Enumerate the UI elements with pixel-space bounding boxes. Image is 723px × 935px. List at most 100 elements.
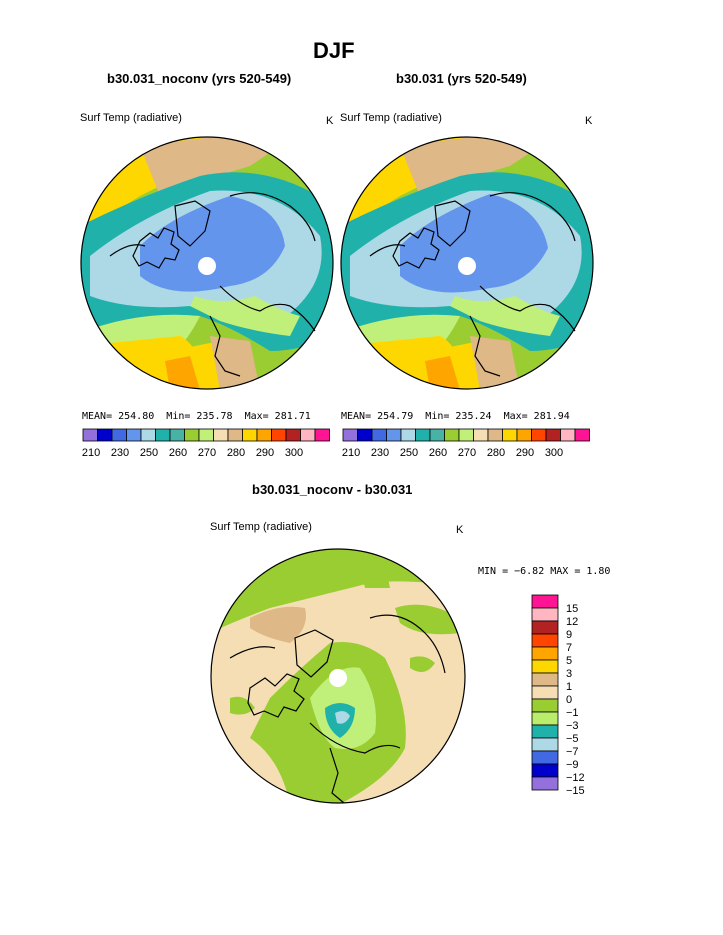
map-panel-1 (80, 136, 334, 390)
colorbar-swatch (242, 428, 258, 442)
legend-label: 9 (566, 629, 572, 641)
legend-swatch (531, 711, 559, 726)
colorbar-tick-label: 270 (458, 447, 476, 459)
legend-swatch (531, 685, 559, 700)
legend-label: 1 (566, 681, 572, 693)
colorbar-swatch (444, 428, 460, 442)
panel-1-units: K (326, 115, 334, 127)
legend-swatch (531, 737, 559, 752)
legend-label: −5 (566, 733, 579, 745)
legend-label: −12 (566, 772, 585, 784)
legend-swatch (531, 633, 559, 648)
legend-label: −1 (566, 707, 579, 719)
colorbar-tick-label: 230 (371, 447, 389, 459)
legend-swatch (531, 607, 559, 622)
mean-value: MEAN= 254.79 (341, 411, 414, 422)
colorbar-panel-1: 210 230 250 260 270 280 290 300 (82, 428, 330, 459)
panel-1-title: b30.031_noconv (yrs 520-549) (107, 71, 292, 86)
colorbar-tick-label: 260 (169, 447, 187, 459)
legend-label: 12 (566, 616, 578, 628)
colorbar-swatch (473, 428, 489, 442)
colorbar-swatch (342, 428, 358, 442)
colorbar-swatch (357, 428, 373, 442)
colorbar-swatch (386, 428, 402, 442)
difference-field (211, 549, 465, 803)
min-value: Min= 235.24 (425, 411, 492, 422)
diff-variable: Surf Temp (radiative) (210, 521, 312, 533)
legend-swatch (531, 776, 559, 791)
colorbar-swatch (458, 428, 474, 442)
max-value: Max= 281.71 (244, 411, 311, 422)
coastlines (109, 192, 316, 377)
colorbar-swatch (502, 428, 518, 442)
legend-swatch (531, 698, 559, 713)
legend-swatch (531, 763, 559, 778)
colorbar-tick-label: 290 (516, 447, 534, 459)
colorbar-swatch (227, 428, 243, 442)
legend-swatch (531, 750, 559, 765)
panel-2-units: K (585, 115, 593, 127)
map-border (210, 548, 466, 804)
colorbar-swatch (300, 428, 316, 442)
colorbar-tick-label: 210 (82, 447, 100, 459)
colorbar-swatch (198, 428, 214, 442)
legend-swatch (531, 672, 559, 687)
map-border (80, 136, 334, 390)
legend-label: −3 (566, 720, 579, 732)
colorbar-swatch (314, 428, 330, 442)
colorbar-swatch (126, 428, 142, 442)
colorbar-tick-label: 280 (487, 447, 505, 459)
colorbar-tick-label: 300 (545, 447, 563, 459)
legend-label: −7 (566, 746, 579, 758)
colorbar-tick-label: 270 (198, 447, 216, 459)
min-value: Min= 235.78 (166, 411, 233, 422)
colorbar-swatch (213, 428, 229, 442)
colorbar-swatch (271, 428, 287, 442)
legend-swatch (531, 620, 559, 635)
colorbar-swatch (415, 428, 431, 442)
coastlines (369, 192, 576, 377)
legend-swatch (531, 646, 559, 661)
legend-swatch (531, 594, 559, 609)
colorbar-swatch (545, 428, 561, 442)
colorbar-swatch (574, 428, 590, 442)
diff-title: b30.031_noconv - b30.031 (252, 482, 413, 497)
map-panel-2 (340, 136, 594, 390)
legend-label: −15 (566, 785, 585, 797)
temperature-field (81, 137, 333, 389)
panel-2-title: b30.031 (yrs 520-549) (396, 71, 527, 86)
colorbar-swatch (111, 428, 127, 442)
diff-minmax: MIN = −6.82 MAX = 1.80 (478, 566, 611, 577)
colorbar-swatch (531, 428, 547, 442)
colorbar-tick-label: 260 (429, 447, 447, 459)
legend-label: 15 (566, 603, 578, 615)
legend-label: −9 (566, 759, 579, 771)
colorbar-swatch (184, 428, 200, 442)
legend-label: 5 (566, 655, 572, 667)
legend-label: 7 (566, 642, 572, 654)
panel-1-stats: MEAN= 254.80 Min= 235.78 Max= 281.71 (82, 411, 311, 422)
colorbar-tick-label: 250 (400, 447, 418, 459)
pole-mask (198, 257, 216, 275)
colorbar-swatch (429, 428, 445, 442)
colorbar-swatch (371, 428, 387, 442)
colorbar-swatch (487, 428, 503, 442)
coastlines (229, 614, 446, 804)
colorbar-tick-label: 300 (285, 447, 303, 459)
colorbar-swatch (285, 428, 301, 442)
panel-2-stats: MEAN= 254.79 Min= 235.24 Max= 281.94 (341, 411, 570, 422)
map-border (340, 136, 594, 390)
colorbar-tick-label: 230 (111, 447, 129, 459)
colorbar-tick-label: 280 (227, 447, 245, 459)
colorbar-swatch (82, 428, 98, 442)
legend-swatch (531, 659, 559, 674)
colorbar-swatch (97, 428, 113, 442)
page-title: DJF (313, 38, 355, 63)
mean-value: MEAN= 254.80 (82, 411, 155, 422)
diff-units: K (456, 524, 464, 536)
legend-label: 3 (566, 668, 572, 680)
legend-label: 0 (566, 694, 572, 706)
pole-mask (458, 257, 476, 275)
pole-mask (329, 669, 347, 687)
